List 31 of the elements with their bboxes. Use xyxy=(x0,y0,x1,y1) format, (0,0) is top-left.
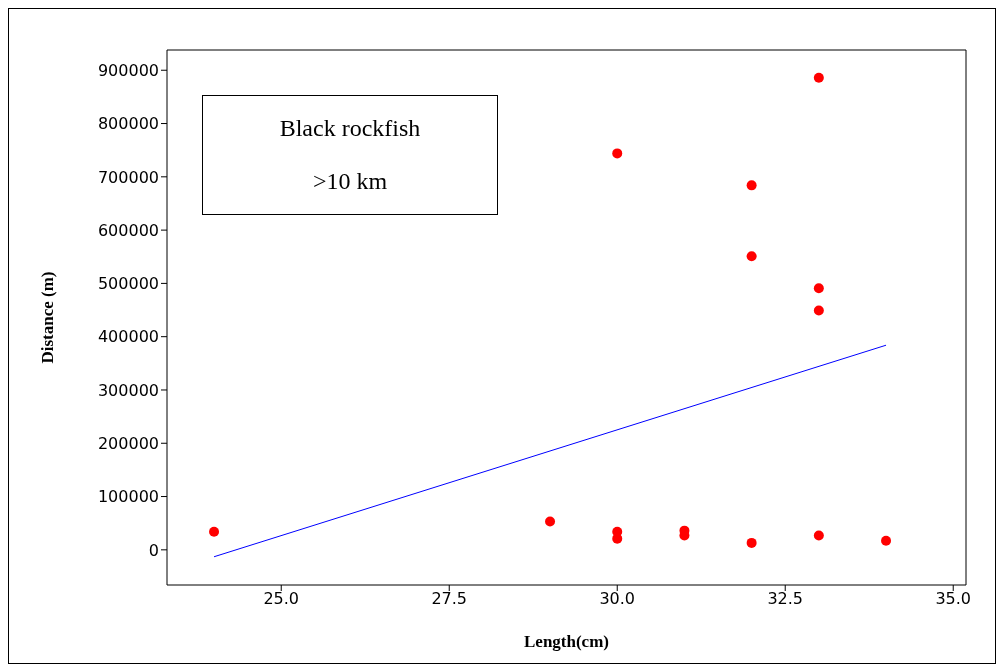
y-tick-label: 600000 xyxy=(97,220,159,240)
y-axis-title: Distance (m) xyxy=(38,271,58,364)
y-tick-label: 0 xyxy=(148,540,159,560)
x-axis-title: Length(cm) xyxy=(524,632,609,651)
point xyxy=(813,283,824,294)
x-tick-label: 25.0 xyxy=(263,589,300,609)
y-tick-label: 100000 xyxy=(97,487,159,507)
point xyxy=(881,535,892,546)
annotation: Black rockfish xyxy=(279,115,421,142)
point xyxy=(209,526,220,537)
y-tick-label: 200000 xyxy=(97,433,159,453)
annotation: >10 km xyxy=(312,168,388,195)
point xyxy=(545,516,556,527)
point xyxy=(813,530,824,541)
x-tick-label: 27.5 xyxy=(431,589,468,609)
y-tick-label: 500000 xyxy=(97,274,159,294)
x-tick-label: 30.0 xyxy=(599,589,636,609)
point xyxy=(813,305,824,316)
point xyxy=(612,148,623,159)
y-tick-label: 400000 xyxy=(97,327,159,347)
point xyxy=(746,251,757,262)
note-box: Black rockfish >10 km xyxy=(202,95,498,215)
y-tick-label: 700000 xyxy=(97,167,159,187)
point xyxy=(746,537,757,548)
x-tick-label: 32.5 xyxy=(767,589,804,609)
y-tick-label: 900000 xyxy=(97,60,159,80)
point xyxy=(813,72,824,83)
point xyxy=(746,180,757,191)
y-tick-label: 800000 xyxy=(97,114,159,134)
x-tick-label: 35.0 xyxy=(935,589,972,609)
y-tick-label: 300000 xyxy=(97,380,159,400)
